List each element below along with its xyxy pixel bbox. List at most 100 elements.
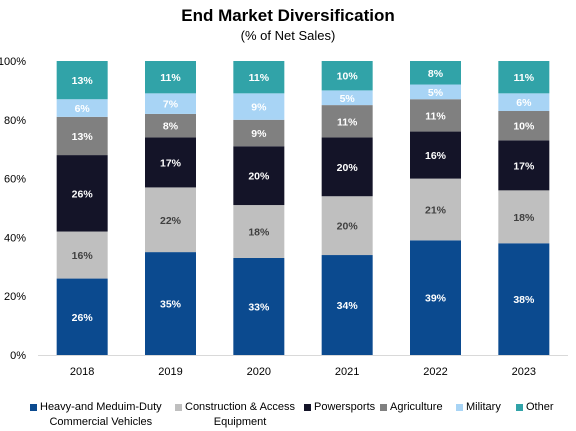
legend-label: Other [526,401,554,413]
legend-swatch [304,404,311,411]
bar-segment [410,240,461,355]
data-label: 11% [425,110,446,122]
bar-segment [410,84,461,100]
data-label: 8% [163,121,179,133]
bar-segment [498,93,550,111]
data-label: 20% [248,171,270,183]
bar-segment [498,140,550,191]
bar-segment [321,137,373,197]
bar-segment [498,243,550,355]
data-label: 17% [160,157,182,169]
data-label: 9% [251,102,267,114]
legend-label-line: Heavy-and Meduim-Duty [40,401,162,413]
bar-segment [145,93,196,114]
bar-segment [321,61,373,91]
data-label: 34% [337,300,359,312]
bar-segment [498,61,550,94]
chart-legend: Heavy-and Meduim-Duty Commercial Vehicles… [0,400,576,431]
data-label: 13% [72,131,94,143]
bar-segment [321,255,373,355]
data-label: 10% [337,71,359,83]
legend-swatch [516,404,523,411]
bar-segment [321,105,373,138]
bar-segment [233,205,285,258]
y-tick-label: 100% [0,56,26,68]
legend-swatch [456,404,463,411]
legend-label: Heavy-and Meduim-Duty Commercial Vehicles [40,400,162,430]
x-tick-label: 2020 [247,366,271,378]
bar-segment [233,61,285,94]
chart-plot: 0% 20% 40% 60% 80% 100% 26% 16% 26% 13% 6% 13% 2018 3… [0,56,568,378]
bar-segment [321,196,373,256]
bar-segment [233,93,285,120]
y-tick-label: 40% [4,232,26,244]
legend-label: Construction & Access Equipment [185,400,295,430]
legend-swatch [30,404,37,411]
data-label: 21% [425,204,447,216]
data-label: 11% [160,72,181,84]
bar-segment [56,99,108,117]
data-label: 16% [425,150,447,162]
bar-segment [233,146,285,206]
data-label: 11% [337,116,358,128]
bar-segment [498,190,550,244]
bar-segment [321,90,373,106]
data-label: 5% [428,87,444,99]
data-label: 16% [72,250,94,262]
data-label: 6% [75,103,91,115]
x-tick-label: 2019 [158,366,182,378]
legend-label: Agriculture [390,401,443,413]
legend-label-line: Equipment [213,416,267,428]
legend-label-line: Commercial Vehicles [49,416,153,428]
data-label: 35% [160,299,182,311]
x-tick-label: 2018 [70,366,94,378]
chart-subtitle: (% of Net Sales) [240,28,336,43]
data-label: 6% [516,97,532,109]
bar-segment [145,61,196,94]
legend-swatch [175,404,182,411]
legend-label-line: Construction & Access [185,401,296,413]
x-tick-label: 2021 [335,366,359,378]
bar-segment [56,278,108,355]
bar-segment [56,231,108,279]
bar-segment [233,257,285,355]
data-label: 20% [337,162,359,174]
bar-segment [498,110,550,141]
data-label: 11% [514,72,535,84]
data-label: 7% [163,99,179,111]
bar-segment [56,116,108,156]
bar-segment [56,61,108,100]
bar-segment [145,137,196,188]
legend-label: Powersports [314,401,376,413]
bar-segment [410,178,461,241]
bar-segment [410,61,461,85]
data-label: 26% [72,312,94,324]
chart-title: End Market Diversification [181,6,395,25]
y-tick-label: 20% [4,291,26,303]
bar-segment [145,187,196,253]
bar-segment [56,155,108,232]
data-label: 22% [160,215,182,227]
legend-swatch [380,404,387,411]
bar-segment [145,113,196,138]
bar-segment [145,252,196,355]
data-label: 11% [249,72,270,84]
data-label: 18% [513,212,535,224]
bar-segment [410,99,461,132]
data-label: 5% [340,93,356,105]
data-label: 39% [425,293,447,305]
bar-segment [410,131,461,179]
y-tick-label: 0% [10,350,26,362]
data-label: 33% [248,301,270,313]
data-label: 18% [248,227,270,239]
data-label: 38% [513,294,535,306]
x-tick-label: 2022 [423,366,447,378]
data-label: 9% [251,128,267,140]
data-label: 13% [72,75,94,87]
y-tick-label: 80% [4,115,26,127]
legend-label: Military [466,401,501,413]
data-label: 10% [513,121,535,133]
data-label: 8% [428,68,444,80]
y-tick-label: 60% [4,174,26,186]
